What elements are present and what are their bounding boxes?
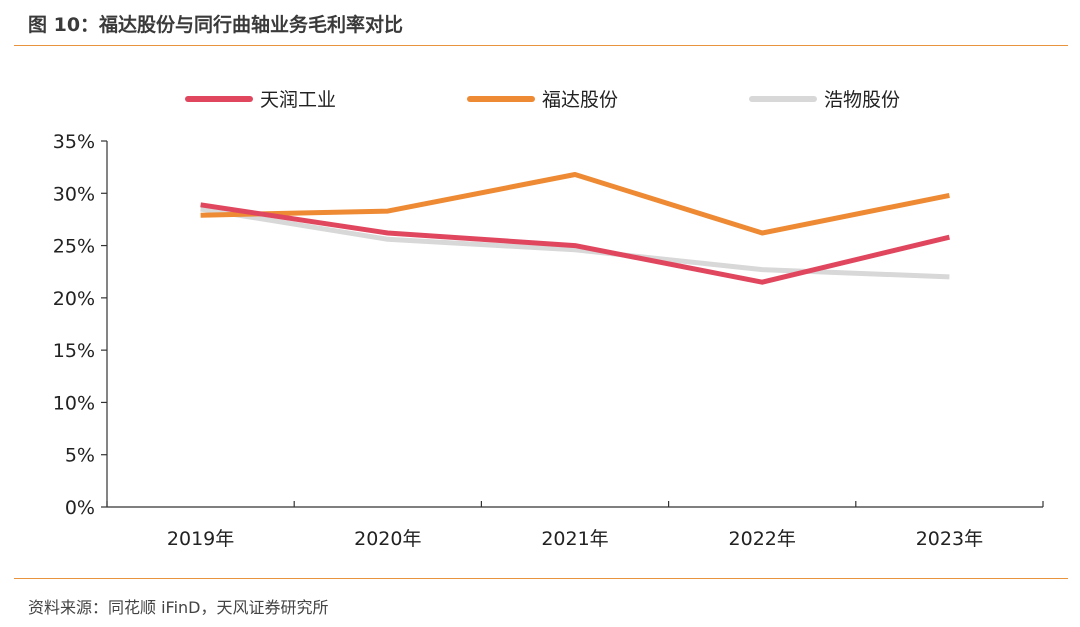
- line-chart: 天润工业 福达股份 浩物股份 0% 5% 10% 15% 20% 25% 30% 35% 2019…: [53, 89, 1044, 550]
- y-tick-label: 10%: [53, 392, 95, 414]
- legend-label: 天润工业: [260, 89, 336, 111]
- legend: 天润工业 福达股份 浩物股份: [185, 89, 900, 111]
- y-tick-label: 30%: [53, 183, 95, 205]
- x-tick-label: 2021年: [541, 528, 608, 550]
- footer-divider: [14, 578, 1068, 579]
- x-axis: 2019年 2020年 2021年 2022年 2023年: [106, 501, 1044, 550]
- y-tick-label: 15%: [53, 340, 95, 362]
- x-tick-label: 2022年: [729, 528, 796, 550]
- y-tick-label: 35%: [53, 131, 95, 153]
- x-tick-label: 2019年: [167, 528, 234, 550]
- y-tick-label: 20%: [53, 288, 95, 310]
- legend-label: 福达股份: [542, 89, 618, 111]
- x-tick-label: 2020年: [354, 528, 421, 550]
- series-line-1: [200, 202, 950, 285]
- series-line-2: [200, 172, 950, 236]
- title-divider: [14, 45, 1068, 46]
- y-tick-label: 25%: [53, 236, 95, 258]
- y-axis: 0% 5% 10% 15% 20% 25% 30% 35%: [53, 131, 108, 519]
- legend-label: 浩物股份: [824, 89, 900, 111]
- y-tick-label: 5%: [65, 445, 95, 467]
- chart-title: 图 10：福达股份与同行曲轴业务毛利率对比: [28, 14, 404, 36]
- source-note: 资料来源：同花顺 iFinD，天风证券研究所: [28, 598, 329, 617]
- series-line-3: [200, 206, 950, 280]
- series-lines: [200, 172, 950, 285]
- y-tick-label: 0%: [65, 497, 95, 519]
- x-tick-label: 2023年: [916, 528, 983, 550]
